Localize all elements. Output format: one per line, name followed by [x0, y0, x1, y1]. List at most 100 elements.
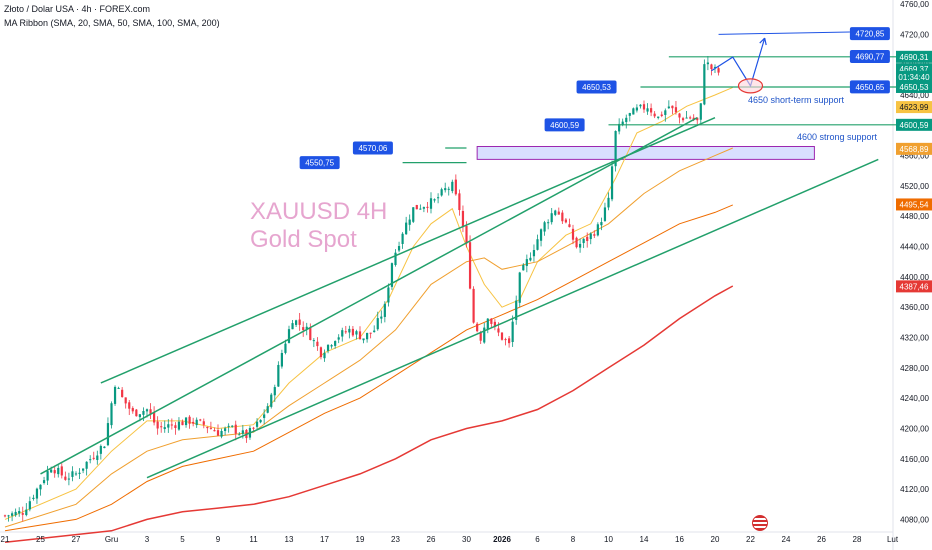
candle-body	[7, 515, 10, 517]
candle-body	[387, 287, 390, 303]
candle-body	[437, 197, 440, 199]
candle-body	[57, 467, 60, 475]
candle-body	[678, 113, 681, 118]
price-callout-box	[849, 49, 890, 63]
candle-body	[557, 211, 560, 215]
candle-body	[454, 179, 457, 195]
axis-price-badge	[896, 50, 932, 63]
candle-body	[167, 424, 170, 428]
axis-price-badge-label: 4650,53	[900, 83, 929, 92]
candle-body	[713, 66, 717, 68]
candle-body	[266, 406, 269, 413]
candle-body	[586, 236, 589, 242]
candle-body	[89, 459, 92, 461]
time-tick-label: 9	[216, 535, 221, 544]
indicator-legend[interactable]: MA Ribbon (SMA, 20, SMA, 50, SMA, 100, S…	[4, 18, 220, 28]
price-tick-label: 4320,00	[900, 334, 929, 343]
time-tick-label: 27	[72, 535, 81, 544]
candle-body	[529, 257, 532, 261]
price-tick-label: 4120,00	[900, 485, 929, 494]
candle-body	[85, 461, 88, 469]
candle-body	[255, 421, 259, 427]
candle-body	[504, 339, 507, 341]
candle-body	[263, 414, 266, 418]
target-connector	[718, 31, 850, 35]
candle-body	[11, 513, 14, 516]
candle-body	[596, 224, 599, 236]
candle-body	[284, 343, 287, 353]
short-term-support-label: 4650 short-term support	[748, 95, 845, 105]
candle-body	[614, 130, 617, 167]
candle-body	[64, 476, 67, 480]
candle-body	[522, 264, 525, 271]
candle-body	[699, 103, 702, 120]
candle-body	[220, 430, 223, 437]
axis-price-badge	[896, 198, 932, 211]
candle-body	[440, 189, 443, 196]
candle-body	[192, 421, 195, 424]
price-tick-label: 4280,00	[900, 364, 929, 373]
us-flag-icon[interactable]	[752, 515, 768, 531]
watermark-line2: Gold Spot	[250, 226, 357, 253]
candles-layer	[3, 55, 720, 522]
candle-body	[163, 427, 166, 430]
candle-body	[103, 446, 106, 449]
price-callout-label: 4550,75	[305, 159, 334, 168]
time-tick-label: 11	[249, 535, 258, 544]
time-tick-label: 13	[285, 535, 294, 544]
candle-body	[639, 104, 642, 107]
candle-body	[621, 121, 624, 126]
time-tick-label: 26	[427, 535, 436, 544]
time-tick-label: 30	[462, 535, 471, 544]
candle-body	[113, 386, 117, 404]
price-callout-label: 4650,65	[855, 83, 884, 92]
candle-body	[74, 473, 78, 475]
candle-body	[46, 471, 49, 481]
time-tick-label: 17	[320, 535, 329, 544]
time-tick-label: 23	[391, 535, 400, 544]
candle-body	[273, 387, 276, 396]
candle-body	[67, 478, 70, 480]
price-tick-label: 4520,00	[900, 182, 929, 191]
candle-body	[426, 206, 429, 208]
price-callout-box	[299, 156, 340, 170]
candle-body	[468, 242, 472, 289]
time-tick-label: 22	[746, 535, 755, 544]
candle-body	[650, 108, 653, 113]
candle-body	[376, 318, 379, 330]
candle-body	[319, 347, 323, 358]
candle-body	[241, 430, 244, 434]
candle-body	[405, 222, 408, 235]
candle-body	[117, 387, 120, 389]
channel-line	[40, 117, 698, 475]
candle-body	[472, 288, 475, 323]
price-tick-label: 4360,00	[900, 303, 929, 312]
candle-body	[135, 409, 138, 417]
candle-body	[603, 207, 607, 221]
candle-body	[671, 105, 674, 109]
candle-body	[270, 394, 273, 407]
candle-body	[500, 332, 504, 340]
candle-body	[82, 468, 85, 471]
price-tick-label: 4440,00	[900, 243, 929, 252]
candle-body	[344, 331, 347, 333]
moving-average-layer	[4, 86, 734, 543]
price-tick-label: 4640,00	[900, 91, 929, 100]
price-tick-label: 4760,00	[900, 0, 929, 9]
candle-body	[415, 204, 418, 210]
candle-body	[149, 409, 152, 415]
axis-price-badge-label: 4600,59	[900, 121, 929, 130]
price-callout-label: 4600,59	[550, 121, 579, 130]
candle-body	[174, 425, 177, 428]
candle-body	[703, 64, 706, 105]
candle-body	[532, 250, 536, 257]
candle-body	[681, 118, 685, 121]
projection-arrowhead	[759, 37, 767, 46]
price-tick-label: 4080,00	[900, 515, 929, 524]
candle-body	[646, 108, 649, 112]
candle-body	[184, 417, 188, 426]
candle-body	[138, 414, 141, 418]
time-tick-label: 26	[817, 535, 826, 544]
candle-body	[195, 419, 198, 426]
